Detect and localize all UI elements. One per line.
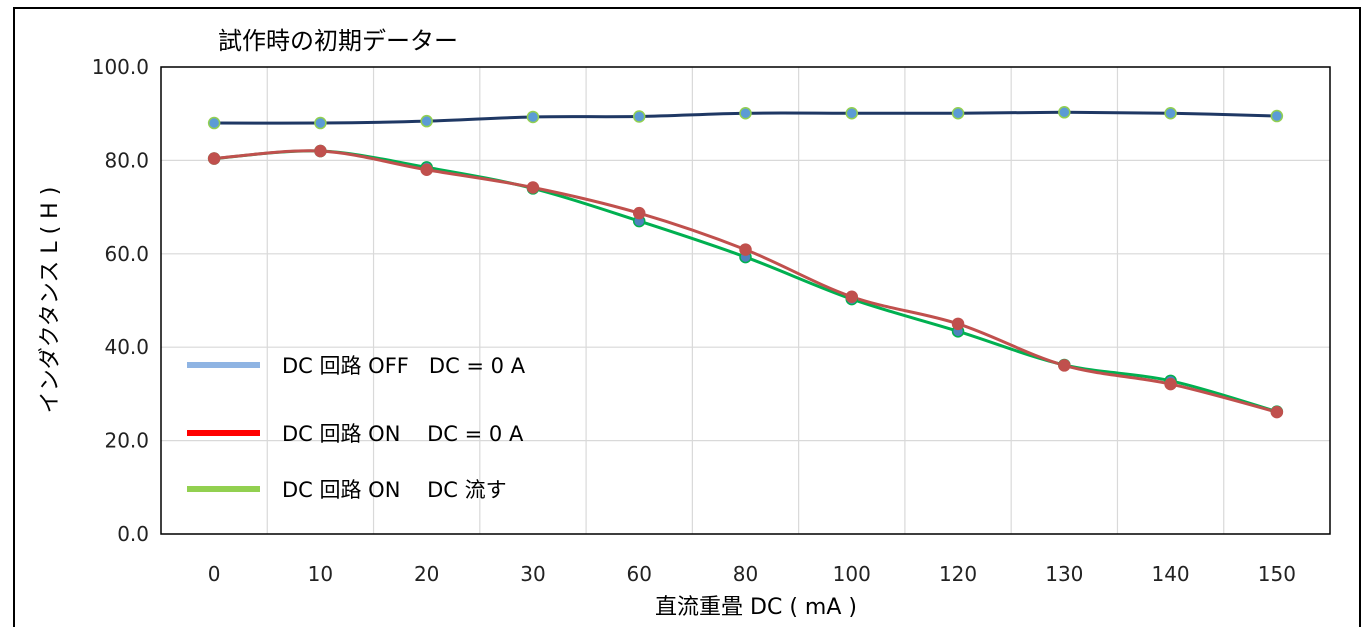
chart-frame [13,7,1361,627]
data-point-s0-1 [314,116,327,130]
data-point-s1-0 [207,152,221,165]
data-point-s1-8 [1058,359,1071,372]
data-point-s0-7 [951,106,965,120]
data-point-s1-1 [314,144,327,158]
legend-item-1: DC 回路 ON DC = 0 A [187,422,524,446]
data-point-s1-2 [420,163,433,176]
data-point-s1-3 [526,181,540,194]
tick-labels: 0.0 20.0 40.0 60.0 80.0 100.0 0 10 20 30 60 80 100 12… [92,55,1296,586]
data-point-s0-10 [1270,109,1284,123]
legend-label: DC 回路 OFF DC = 0 A [282,354,526,378]
y-tick-label: 60.0 [104,242,149,266]
legend-label: DC 回路 ON DC 流す [282,478,507,502]
x-tick-label: 60 [627,562,652,586]
x-tick-label: 120 [939,562,977,586]
legend: DC 回路 OFF DC = 0 A DC 回路 ON DC = 0 A DC 回路… [187,354,526,502]
data-point-s0-0 [207,116,221,130]
data-point-s0-8 [1058,106,1071,119]
chart-title: 試作時の初期データー [218,27,458,55]
x-tick-label: 30 [520,562,545,586]
x-tick-label: 20 [414,562,439,586]
legend-item-0: DC 回路 OFF DC = 0 A [187,354,526,378]
grid [161,66,1330,535]
x-tick-label: 10 [308,562,333,586]
legend-item-2: DC 回路 ON DC 流す [187,478,507,502]
x-tick-label: 100 [833,562,871,586]
data-point-s0-2 [420,114,433,128]
x-tick-label: 140 [1151,562,1189,586]
y-tick-label: 80.0 [104,148,149,172]
series-markers [207,106,1284,419]
data-point-s1-4 [632,206,646,220]
data-point-s1-5 [739,243,752,256]
data-point-s0-4 [632,110,646,123]
plot-area [160,66,1331,535]
x-tick-label: 150 [1258,562,1296,586]
y-tick-label: 40.0 [104,335,149,359]
x-axis-label: 直流重畳 DC ( mA ) [655,595,857,617]
data-point-s0-3 [526,110,540,124]
data-point-s0-9 [1164,106,1177,120]
data-point-s0-6 [845,106,859,120]
data-point-s1-9 [1164,377,1177,391]
data-point-s0-5 [739,106,752,120]
y-tick-label: 20.0 [104,429,149,453]
data-point-s1-6 [845,290,859,304]
x-tick-label: 130 [1045,562,1083,586]
y-axis-label: インダクタンス L ( H ) [38,187,63,414]
y-tick-label: 100.0 [92,55,149,79]
y-tick-label: 0.0 [117,522,149,546]
x-tick-label: 80 [733,562,758,586]
data-point-s1-10 [1270,405,1284,419]
data-point-s1-7 [951,317,965,331]
x-tick-label: 0 [208,562,221,586]
legend-label: DC 回路 ON DC = 0 A [282,422,524,446]
